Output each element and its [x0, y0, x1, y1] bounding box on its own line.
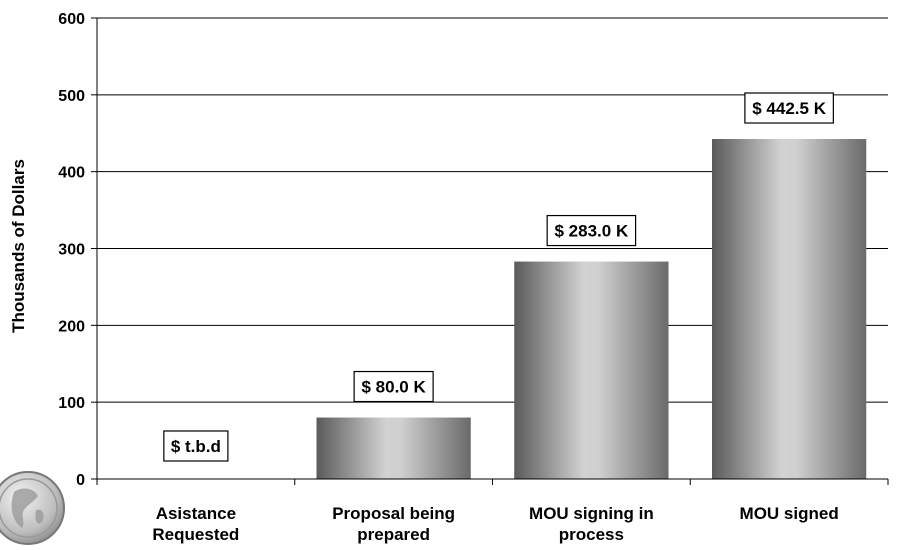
data-labels: $ t.b.d $ 80.0 K $ 283.0 K $ 442.5 K	[163, 92, 834, 462]
y-axis-label: Thousands of Dollars	[9, 159, 28, 333]
category-label-line: Proposal being	[332, 504, 455, 523]
data-label-text: $ 442.5 K	[752, 99, 826, 118]
y-tick-label: 0	[76, 472, 85, 489]
bar	[316, 417, 471, 479]
category-labels: Asistance Requested Proposal being prepared…	[152, 504, 838, 544]
bars	[316, 139, 867, 479]
y-tick-label: 200	[58, 318, 85, 335]
data-label: $ 442.5 K	[744, 92, 834, 124]
y-tick-label: 300	[58, 242, 85, 259]
data-label: $ t.b.d	[163, 430, 229, 462]
bar	[514, 261, 669, 479]
data-label-text: $ 283.0 K	[555, 222, 629, 241]
y-tick-label: 100	[58, 395, 85, 412]
category-label: MOU signing in process	[529, 504, 654, 544]
axes	[91, 17, 889, 485]
data-label-box	[546, 214, 637, 247]
category-label-line: MOU signing in	[529, 504, 654, 523]
y-tick-labels: 0 100 200 300 400 500 600	[58, 11, 85, 489]
category-label-line: prepared	[357, 525, 430, 544]
data-label-box	[353, 370, 434, 403]
category-label-line: Asistance	[156, 504, 236, 523]
data-label-text: $ 80.0 K	[361, 378, 426, 397]
data-label-box	[744, 92, 834, 124]
category-label-line: process	[559, 525, 624, 544]
category-label-line: Requested	[152, 525, 239, 544]
y-tick-label: 500	[58, 88, 85, 105]
y-tick-label: 600	[58, 11, 85, 28]
y-tick-label: 400	[58, 165, 85, 182]
category-label: Proposal being prepared	[332, 504, 455, 544]
category-label-line: MOU signed	[740, 504, 839, 523]
bar	[712, 139, 867, 479]
category-label: Asistance Requested	[152, 504, 239, 544]
data-label: $ 80.0 K	[353, 370, 434, 403]
data-label-box	[163, 430, 229, 462]
data-label-text: $ t.b.d	[171, 437, 221, 456]
category-label: MOU signed	[740, 504, 839, 523]
globe-seal-icon	[0, 471, 65, 545]
data-label: $ 283.0 K	[546, 214, 637, 247]
